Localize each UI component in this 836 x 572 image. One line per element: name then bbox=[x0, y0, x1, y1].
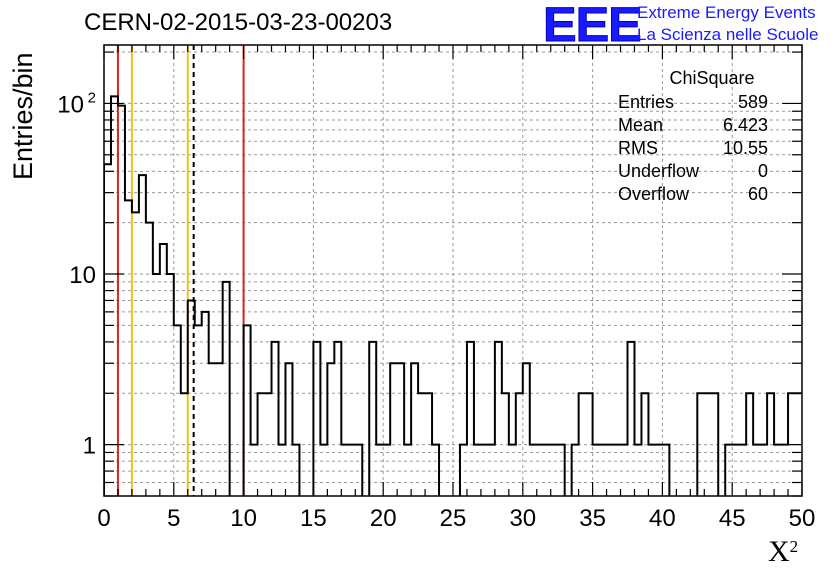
y-tick-label: 1 bbox=[83, 433, 96, 460]
eee-logo: EEE bbox=[542, 0, 642, 53]
stats-row-rms: RMS 10.55 bbox=[618, 138, 768, 158]
x-tick-label: 40 bbox=[649, 505, 676, 532]
x-axis-label: X2 bbox=[768, 535, 799, 568]
x-tick-label: 5 bbox=[167, 505, 180, 532]
x-tick-label: 15 bbox=[300, 505, 327, 532]
stats-row-mean: Mean 6.423 bbox=[618, 115, 768, 135]
stats-row-entries: Entries 589 bbox=[618, 92, 768, 112]
histogram-series bbox=[104, 95, 802, 496]
reference-lines bbox=[116, 45, 245, 496]
y-tick-label-exponent: 2 bbox=[88, 89, 96, 106]
x-tick-label: 35 bbox=[579, 505, 606, 532]
x-tick-label: 10 bbox=[230, 505, 257, 532]
y-tick-label: 10 bbox=[69, 262, 96, 289]
x-tick-label: 20 bbox=[370, 505, 397, 532]
y-tick-label: 10 bbox=[57, 91, 84, 118]
stats-row-underflow: Underflow 0 bbox=[618, 161, 768, 181]
stats-title: ChiSquare bbox=[669, 68, 755, 88]
x-tick-label: 30 bbox=[509, 505, 536, 532]
logo-subtitle-1: Extreme Energy Events bbox=[637, 3, 816, 22]
logo-subtitle-2: La Scienza nelle Scuole bbox=[637, 25, 819, 44]
axis-ticks bbox=[103, 45, 803, 497]
y-axis-label: Entries/bin bbox=[8, 52, 38, 180]
stats-box: ChiSquare Entries 589 Mean 6.423 RMS 10.55 … bbox=[612, 68, 806, 206]
x-tick-label: 45 bbox=[719, 505, 746, 532]
stats-row-overflow: Overflow 60 bbox=[618, 184, 768, 204]
x-tick-label: 0 bbox=[97, 505, 110, 532]
x-tick-label: 50 bbox=[789, 505, 816, 532]
run-title: CERN-02-2015-03-23-00203 bbox=[84, 9, 393, 36]
x-tick-label: 25 bbox=[440, 505, 467, 532]
